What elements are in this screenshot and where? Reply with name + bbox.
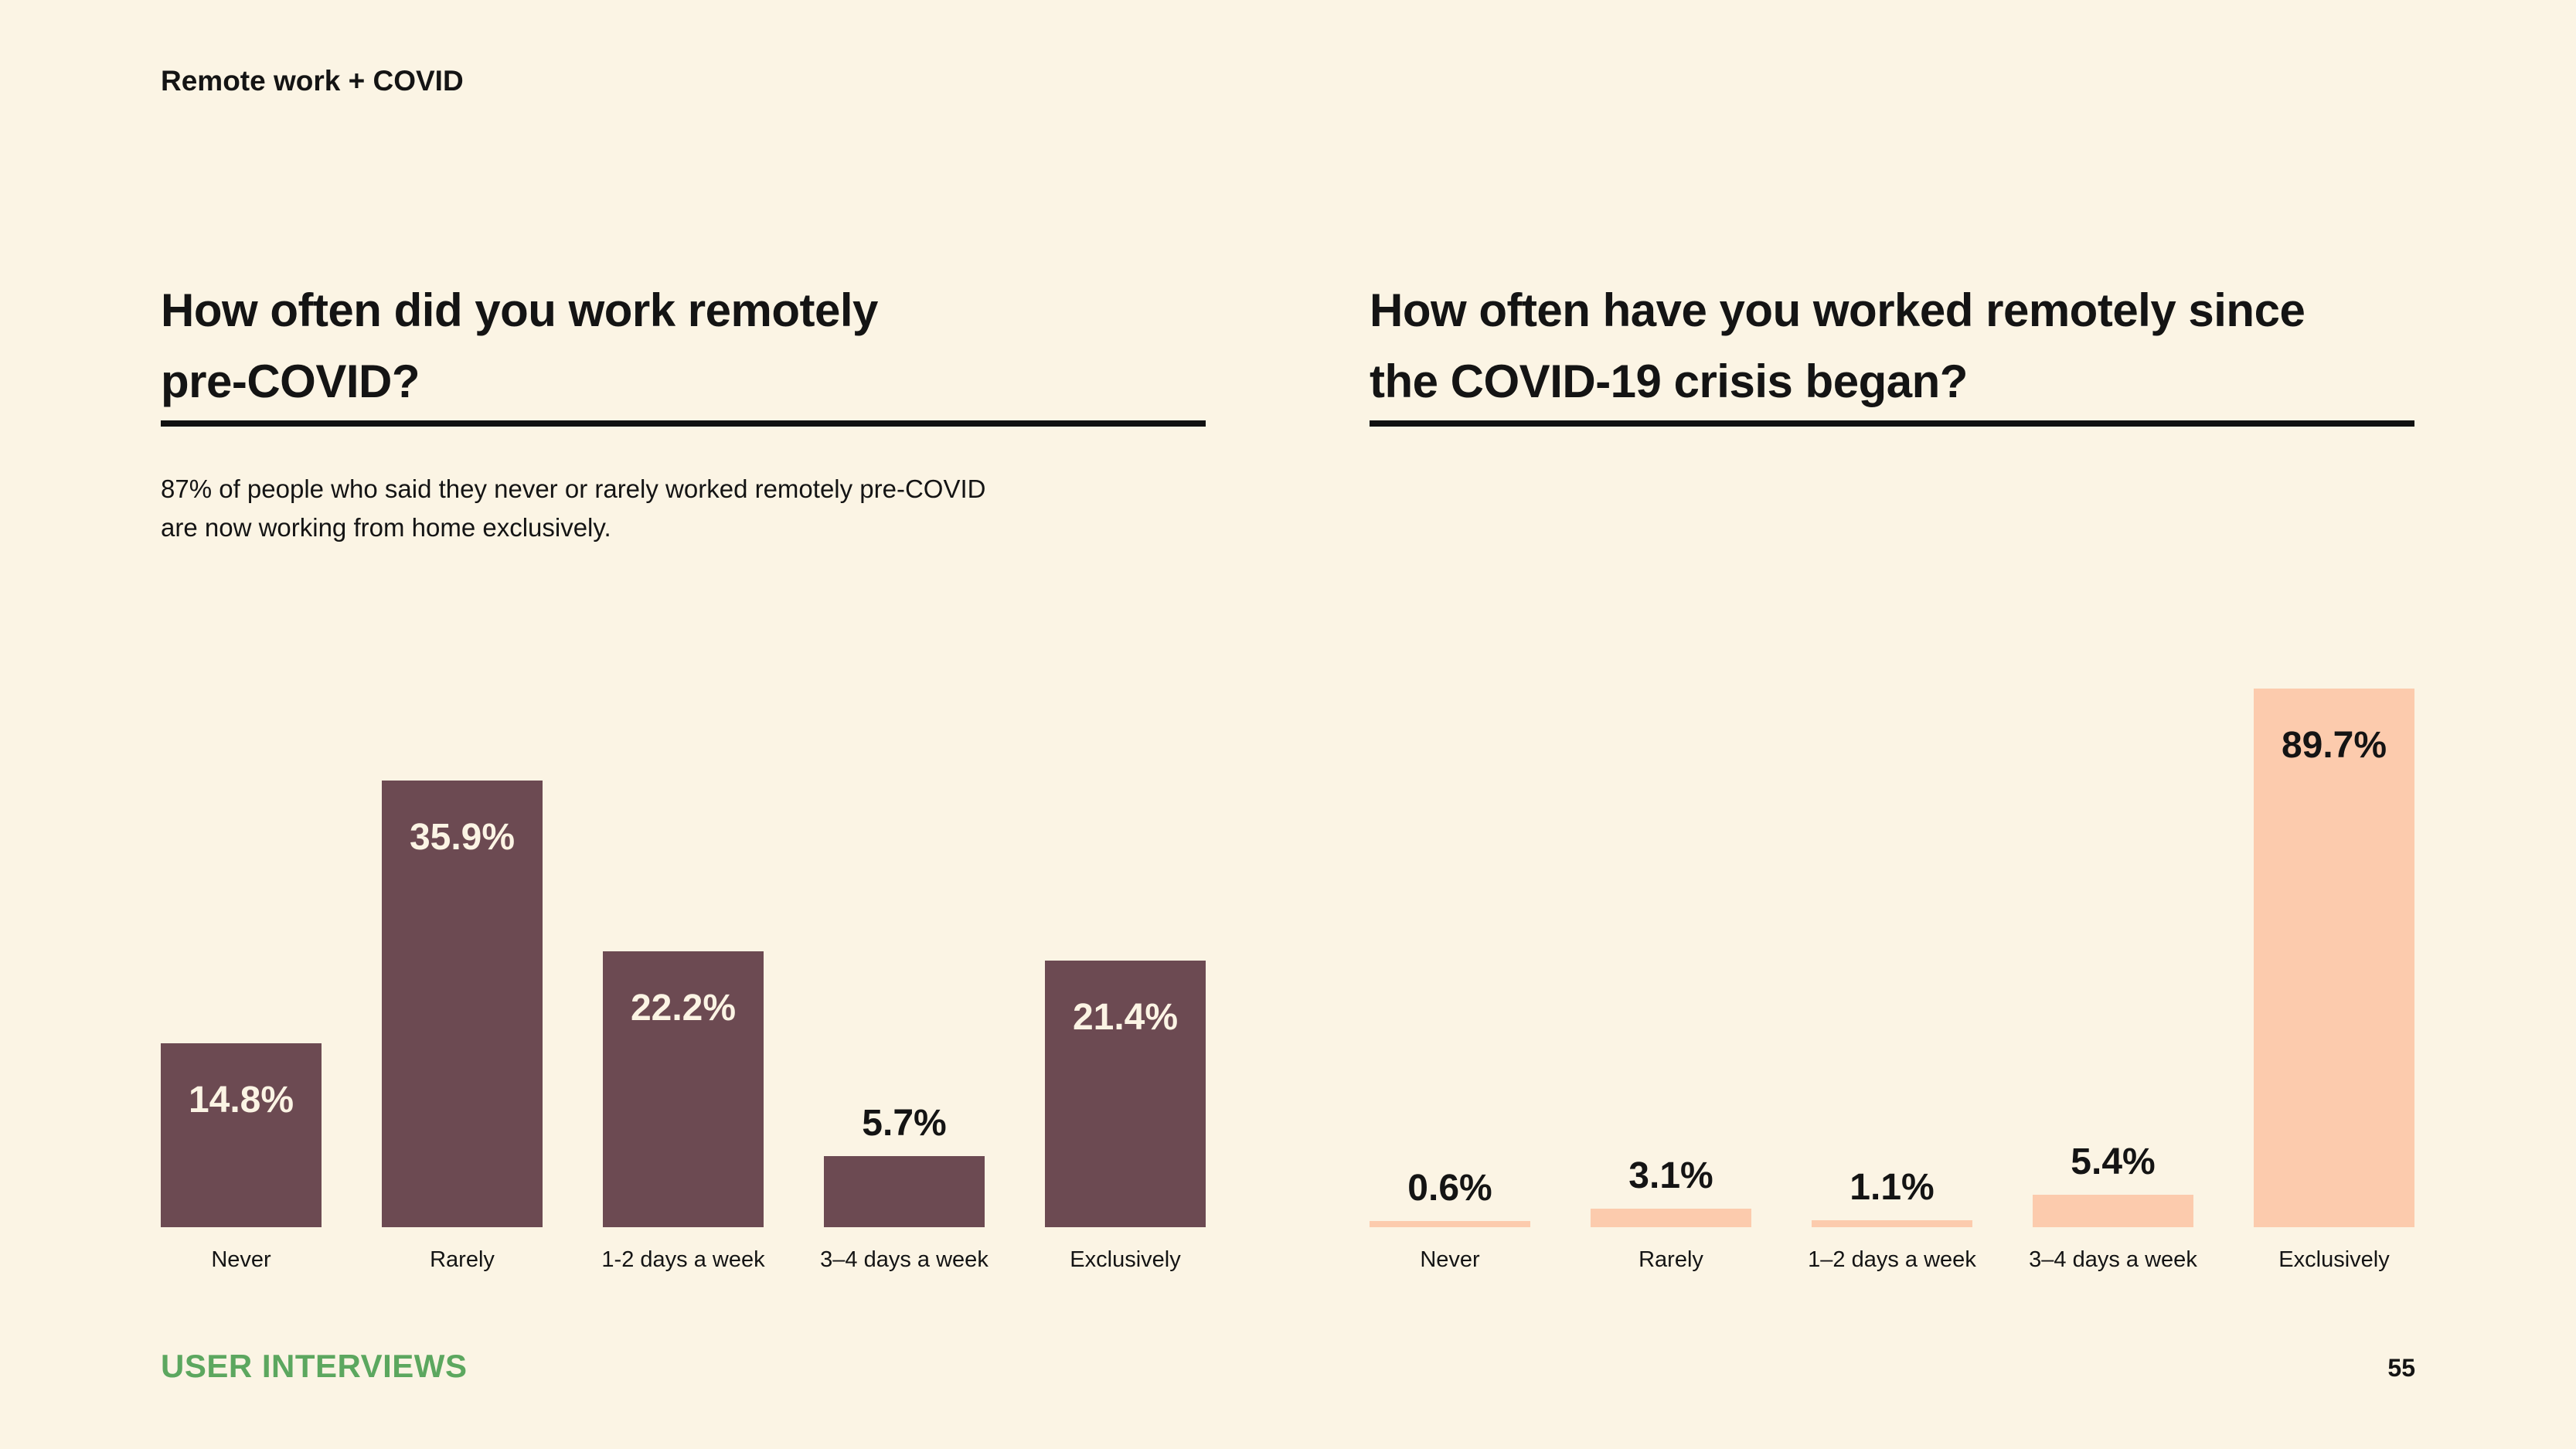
bar-column: 21.4% Exclusively (1045, 686, 1206, 1272)
chart-title: How often did you work remotely pre-COVID… (161, 271, 1206, 420)
bar-value-label: 89.7% (2281, 725, 2387, 766)
bar (2033, 1195, 2193, 1227)
bar-value-label: 1.1% (1849, 1167, 1935, 1208)
bar (603, 951, 764, 1227)
bar-value-label: 3.1% (1628, 1155, 1713, 1196)
chart-pre-covid: How often did you work remotely pre-COVID… (161, 271, 1206, 1369)
title-divider-rule (161, 420, 1206, 427)
bar-category-label: 1-2 days a week (601, 1247, 765, 1272)
brand-logo-text: USER INTERVIEWS (161, 1348, 468, 1384)
slide-header-title: Remote work + COVID (161, 65, 464, 97)
bar-category-label: 3–4 days a week (820, 1247, 989, 1272)
chart-title: How often have you worked remotely since… (1370, 271, 2414, 420)
bar-column: 1.1% 1–2 days a week (1808, 686, 1976, 1273)
bar-value-label: 14.8% (188, 1080, 294, 1121)
bar-column: 5.4% 3–4 days a week (2029, 686, 2197, 1273)
bar-value-label: 0.6% (1407, 1168, 1492, 1209)
bar-category-label: Never (1420, 1247, 1480, 1272)
bar-column: 0.6% Never (1370, 686, 1530, 1272)
bar-category-label: 1–2 days a week (1808, 1247, 1976, 1272)
chart-title-line: How often have you worked remotely since (1370, 284, 2305, 336)
chart-subtitle: 87% of people who said they never or rar… (161, 470, 1206, 547)
bar-category-label: Exclusively (1070, 1247, 1181, 1272)
bar-category-label: Rarely (1638, 1247, 1703, 1272)
bar-plot: 0.6% Never 3.1% Rarely 1.1% 1–2 days a week 5.… (1370, 686, 2414, 1273)
bar (1045, 961, 1206, 1227)
bar-plot: 14.8% Never 35.9% Rarely 22.2% 1-2 days a wee… (161, 686, 1206, 1273)
bar-value-label: 21.4% (1072, 997, 1179, 1038)
bar (161, 1043, 322, 1227)
bar-category-label: 3–4 days a week (2029, 1247, 2197, 1272)
page-number: 55 (2387, 1354, 2415, 1382)
bar-value-label: 35.9% (409, 817, 516, 858)
bar-column: 89.7% Exclusively (2254, 686, 2414, 1272)
bar (1591, 1209, 1751, 1227)
bar (2254, 689, 2414, 1227)
bar-value-label: 22.2% (630, 988, 737, 1029)
bar (1812, 1220, 1972, 1227)
chart-since-covid: How often have you worked remotely since… (1370, 271, 2414, 1369)
bar (382, 781, 543, 1227)
bar (1370, 1221, 1530, 1227)
bar-column: 35.9% Rarely (382, 686, 543, 1272)
chart-subtitle-line: 87% of people who said they never or rar… (161, 474, 986, 503)
chart-title-line: pre-COVID? (161, 355, 420, 407)
bar-column: 14.8% Never (161, 686, 322, 1272)
bar-column: 5.7% 3–4 days a week (820, 686, 989, 1273)
bar-value-label: 5.4% (2071, 1141, 2156, 1182)
chart-title-line: the COVID-19 crisis began? (1370, 355, 1968, 407)
bar-category-label: Exclusively (2278, 1247, 2390, 1272)
bar-column: 22.2% 1-2 days a week (601, 686, 765, 1272)
title-divider-rule (1370, 420, 2414, 427)
bar-category-label: Never (211, 1247, 271, 1272)
bar-category-label: Rarely (430, 1247, 495, 1272)
bar-column: 3.1% Rarely (1591, 686, 1751, 1272)
bar-value-label: 5.7% (862, 1103, 947, 1144)
chart-subtitle-line: are now working from home exclusively. (161, 513, 611, 542)
chart-title-line: How often did you work remotely (161, 284, 878, 336)
bar (824, 1156, 985, 1227)
